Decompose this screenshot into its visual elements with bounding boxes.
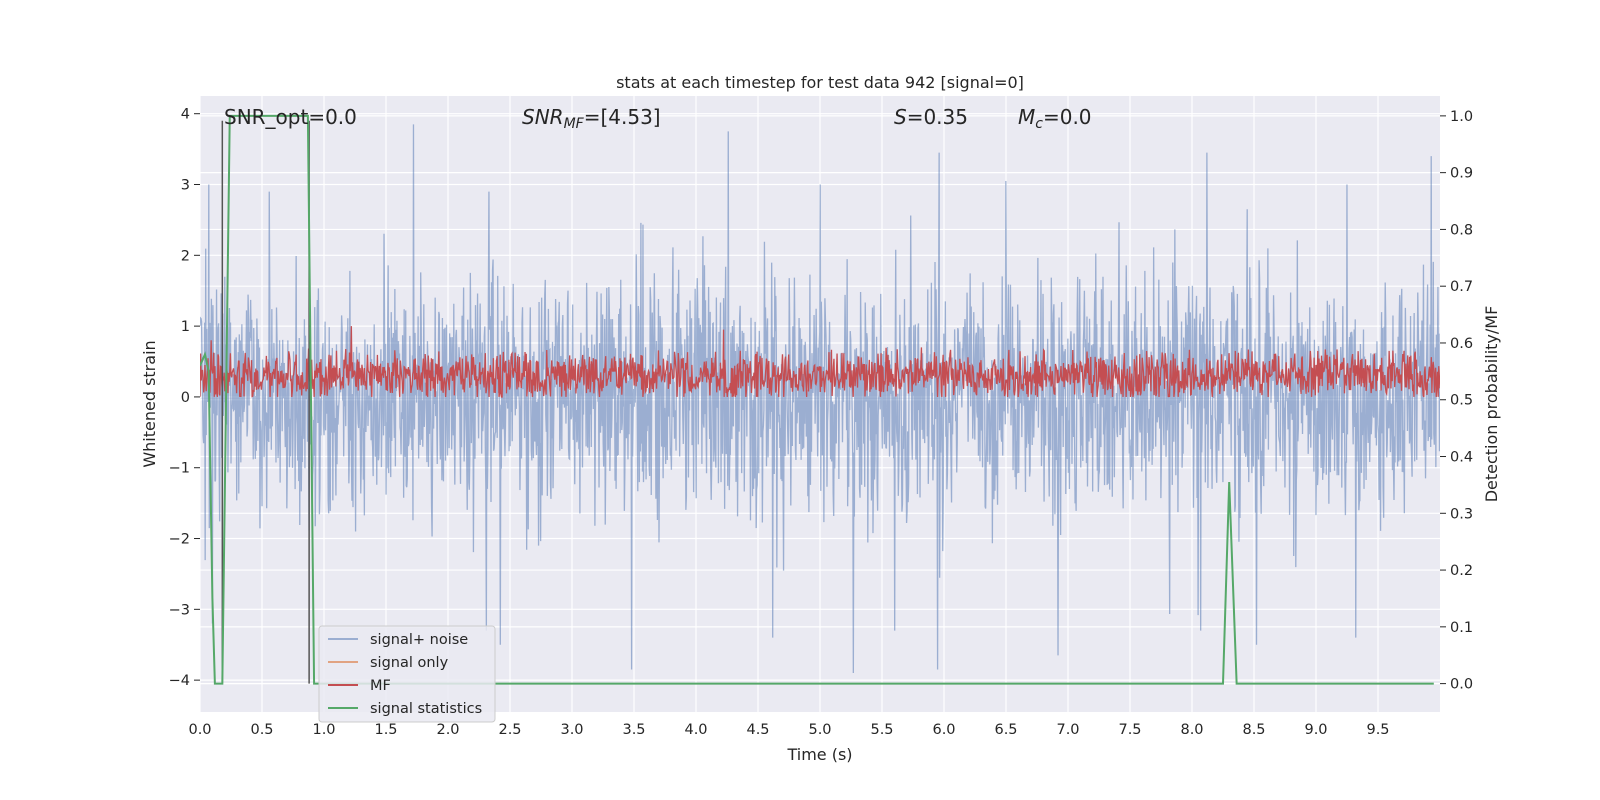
x-tick-label: 0.5 xyxy=(250,722,273,738)
y-right-tick-label: 1.0 xyxy=(1450,109,1473,125)
x-tick-label: 7.0 xyxy=(1056,722,1079,738)
x-tick-label: 4.5 xyxy=(746,722,769,738)
series-mf xyxy=(200,326,1440,398)
x-tick-label: 0.0 xyxy=(188,722,211,738)
y-right-tick-label: 0.3 xyxy=(1450,506,1473,522)
annotation-snr-opt: SNR_opt=0.0 xyxy=(224,105,357,129)
annotation-snr-mf: SNRMF=[4.53] xyxy=(522,105,661,132)
x-axis-label: Time (s) xyxy=(786,745,852,764)
x-tick-label: 4.0 xyxy=(684,722,707,738)
plot-content xyxy=(200,114,1440,685)
y-right-tick-label: 0.1 xyxy=(1450,620,1473,636)
y-left-tick-label: 1 xyxy=(181,319,190,335)
x-axis-ticks: 0.0 0.5 1.0 1.5 2.0 2.5 3.0 3.5 4.0 4.5 5.0 5.5 6.0 6… xyxy=(188,722,1389,738)
y-left-tick-label: 0 xyxy=(181,390,190,406)
y-right-tick-label: 0.9 xyxy=(1450,166,1473,182)
x-tick-label: 6.5 xyxy=(994,722,1017,738)
legend-label-signal-statistics: signal statistics xyxy=(370,701,482,717)
y-left-tick-label: −3 xyxy=(169,602,190,618)
x-tick-label: 8.5 xyxy=(1242,722,1265,738)
x-tick-label: 2.0 xyxy=(436,722,459,738)
y-left-tick-label: 4 xyxy=(181,107,190,123)
x-tick-label: 1.5 xyxy=(374,722,397,738)
y-left-tick-label: −4 xyxy=(169,673,190,689)
y-right-axis-label: Detection probability/MF xyxy=(1482,306,1501,503)
x-tick-label: 3.0 xyxy=(560,722,583,738)
x-tick-label: 5.5 xyxy=(870,722,893,738)
series-signal-statistics xyxy=(200,114,1434,685)
y-right-tick-label: 0.4 xyxy=(1450,450,1473,466)
y-left-axis-label: Whitened strain xyxy=(140,340,159,467)
legend-label-signal-only: signal only xyxy=(370,655,449,671)
mf-line xyxy=(200,326,1440,398)
legend-label-signal-noise: signal+ noise xyxy=(370,632,468,648)
y-right-tick-label: 0.5 xyxy=(1450,393,1473,409)
y-right-tick-label: 0.0 xyxy=(1450,677,1473,693)
legend-label-mf: MF xyxy=(370,678,391,694)
x-tick-label: 9.5 xyxy=(1366,722,1389,738)
x-tick-label: 5.0 xyxy=(808,722,831,738)
chart-title: stats at each timestep for test data 942… xyxy=(616,73,1024,92)
y-right-tick-label: 0.7 xyxy=(1450,279,1473,295)
y-left-tick-label: −2 xyxy=(169,532,190,548)
x-tick-label: 1.0 xyxy=(312,722,335,738)
x-tick-label: 8.0 xyxy=(1180,722,1203,738)
annotation-s: S=0.35 xyxy=(894,105,968,129)
signal-statistics-line xyxy=(200,114,1434,685)
series-signal-noise xyxy=(200,124,1440,674)
y-left-tick-label: −1 xyxy=(169,461,190,477)
y-right-tick-label: 0.8 xyxy=(1450,222,1473,238)
x-tick-label: 2.5 xyxy=(498,722,521,738)
x-tick-label: 3.5 xyxy=(622,722,645,738)
signal-noise-line xyxy=(200,124,1440,674)
x-tick-label: 6.0 xyxy=(932,722,955,738)
y-right-axis-ticks: 1.0 0.9 0.8 0.7 0.6 0.5 0.4 0.3 0.2 0.1 0.0 xyxy=(1440,109,1473,693)
legend-box xyxy=(318,625,496,723)
x-tick-label: 9.0 xyxy=(1304,722,1327,738)
annotation-mc: Mc=0.0 xyxy=(1018,105,1092,132)
y-right-tick-label: 0.6 xyxy=(1450,336,1473,352)
x-tick-label: 7.5 xyxy=(1118,722,1141,738)
y-left-tick-label: 3 xyxy=(181,178,190,194)
legend: signal+ noise signal only MF signal stat… xyxy=(318,625,496,723)
y-right-tick-label: 0.2 xyxy=(1450,563,1473,579)
y-left-axis-ticks: 4 3 2 1 0 −1 −2 −3 −4 xyxy=(169,107,200,689)
y-left-tick-label: 2 xyxy=(181,248,190,264)
